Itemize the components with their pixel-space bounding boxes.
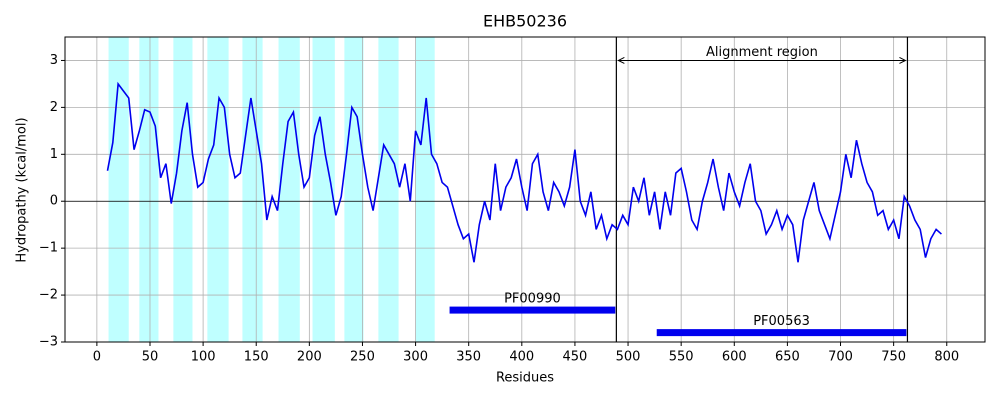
x-tick-label: 550 [669,350,694,365]
x-tick-label: 450 [563,350,588,365]
x-tick-label: 100 [191,350,216,365]
y-tick-label: −2 [39,288,58,303]
x-tick-label: 650 [775,350,800,365]
x-tick-label: 200 [297,350,322,365]
domain-bar [656,329,907,337]
highlight-band [278,37,300,342]
highlight-band [139,37,159,342]
y-tick-label: −1 [39,241,58,256]
x-tick-label: 600 [722,350,747,365]
y-tick-label: 1 [50,147,58,162]
x-tick-label: 800 [934,350,959,365]
x-tick-label: 300 [403,350,428,365]
x-tick-label: 700 [828,350,853,365]
x-tick-label: 500 [616,350,641,365]
highlight-band [312,37,335,342]
y-tick-label: 3 [50,53,58,68]
highlight-band [378,37,399,342]
x-axis-label: Residues [496,371,554,386]
annotation-label: Alignment region [706,45,818,60]
x-tick-label: 50 [142,350,159,365]
x-tick-label: 150 [244,350,269,365]
highlight-band [415,37,435,342]
y-tick-label: 0 [50,194,58,209]
x-tick-label: 750 [881,350,906,365]
plot-frame [64,36,986,343]
x-tick-label: 250 [350,350,375,365]
highlight-band [344,37,364,342]
y-tick-label: −3 [39,335,58,350]
x-tick-label: 350 [456,350,481,365]
domain-label: PF00990 [504,292,561,307]
x-tick-label: 0 [93,350,101,365]
domain-label: PF00563 [753,314,810,329]
data-line [106,81,942,263]
highlight-band [173,37,193,342]
highlight-band [207,37,229,342]
highlight-band [108,37,129,342]
y-tick-label: 2 [50,100,58,115]
arrow-head [617,57,625,64]
highlight-band [242,37,263,342]
arrow-head [899,57,907,64]
chart-title: EHB50236 [483,12,567,31]
x-tick-label: 400 [509,350,534,365]
domain-bar [449,306,616,314]
y-axis-label: Hydropathy (kcal/mol) [15,117,30,262]
